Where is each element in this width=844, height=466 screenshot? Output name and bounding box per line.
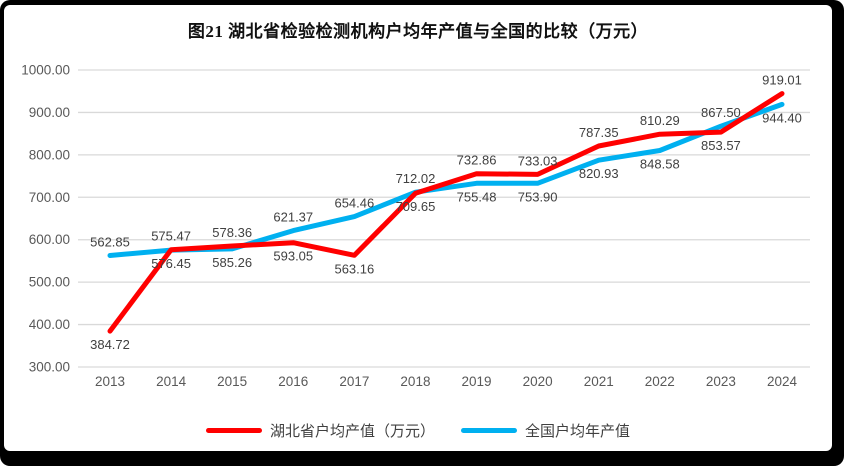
data-label: 753.90: [518, 189, 558, 204]
plot-area: 300.00 400.00 500.00 600.00 700.00 800.00 900.…: [21, 63, 810, 389]
x-axis-tick-label: 2016: [278, 374, 308, 389]
y-axis-tick-label: 1000.00: [21, 63, 70, 78]
data-label: 654.46: [334, 196, 374, 211]
hubei-series-line: [107, 91, 785, 334]
x-axis-tick-label: 2013: [95, 374, 125, 389]
legend: 湖北省户均产值（万元） 全国户均年产值: [4, 420, 832, 441]
data-label: 755.48: [457, 189, 497, 204]
data-label: 575.47: [151, 229, 191, 244]
national-line-swatch: [461, 428, 517, 433]
data-label: 848.58: [640, 156, 680, 171]
y-axis-tick-label: 300.00: [29, 360, 70, 375]
legend-item-national: 全国户均年产值: [461, 420, 630, 441]
data-label: 709.65: [396, 199, 436, 214]
data-label: 578.36: [212, 225, 252, 240]
x-axis-tick-label: 2022: [645, 374, 675, 389]
y-axis-tick-label: 600.00: [29, 232, 70, 247]
legend-label-national: 全国户均年产值: [525, 423, 631, 440]
data-label: 562.85: [90, 234, 130, 249]
data-label: 853.57: [701, 138, 741, 153]
x-axis-tick-label: 2020: [523, 374, 553, 389]
data-label: 563.16: [334, 261, 374, 276]
x-axis-tick-label: 2015: [217, 374, 247, 389]
data-label: 944.40: [762, 110, 802, 125]
data-label: 585.26: [212, 255, 252, 270]
data-label: 787.35: [579, 125, 619, 140]
national-series-line: [107, 101, 785, 258]
y-axis-tick-label: 800.00: [29, 147, 70, 162]
x-axis-tick-label: 2018: [400, 374, 430, 389]
y-axis-tick-label: 900.00: [29, 105, 70, 120]
data-label: 733.03: [518, 153, 558, 168]
data-label: 867.50: [701, 105, 741, 120]
legend-item-hubei: 湖北省户均产值（万元）: [205, 420, 435, 441]
x-axis-tick-label: 2019: [462, 374, 492, 389]
chart-canvas: 图21 湖北省检验检测机构户均年产值与全国的比较（万元） 300.00 400.0…: [4, 5, 832, 451]
data-label: 621.37: [273, 210, 313, 225]
legend-label-hubei: 湖北省户均产值（万元）: [269, 423, 435, 440]
data-label: 593.05: [273, 249, 313, 264]
hubei-line-swatch: [205, 428, 262, 433]
data-label: 919.01: [762, 73, 802, 88]
data-label: 810.29: [640, 113, 680, 128]
x-axis-tick-label: 2014: [156, 374, 187, 389]
y-axis-tick-label: 500.00: [29, 275, 70, 290]
data-label: 820.93: [579, 166, 619, 181]
data-label: 712.02: [396, 171, 436, 186]
x-axis-tick-label: 2023: [706, 374, 736, 389]
x-axis-tick-label: 2017: [339, 374, 369, 389]
x-axis-tick-label: 2021: [584, 374, 614, 389]
x-axis-tick-label: 2024: [767, 374, 798, 389]
data-label: 576.45: [151, 256, 191, 271]
data-label: 732.86: [457, 153, 497, 168]
chart-title: 图21 湖北省检验检测机构户均年产值与全国的比较（万元）: [187, 22, 649, 41]
data-label: 384.72: [90, 337, 130, 352]
y-axis-tick-label: 400.00: [29, 317, 70, 332]
y-axis-tick-label: 700.00: [29, 190, 70, 205]
